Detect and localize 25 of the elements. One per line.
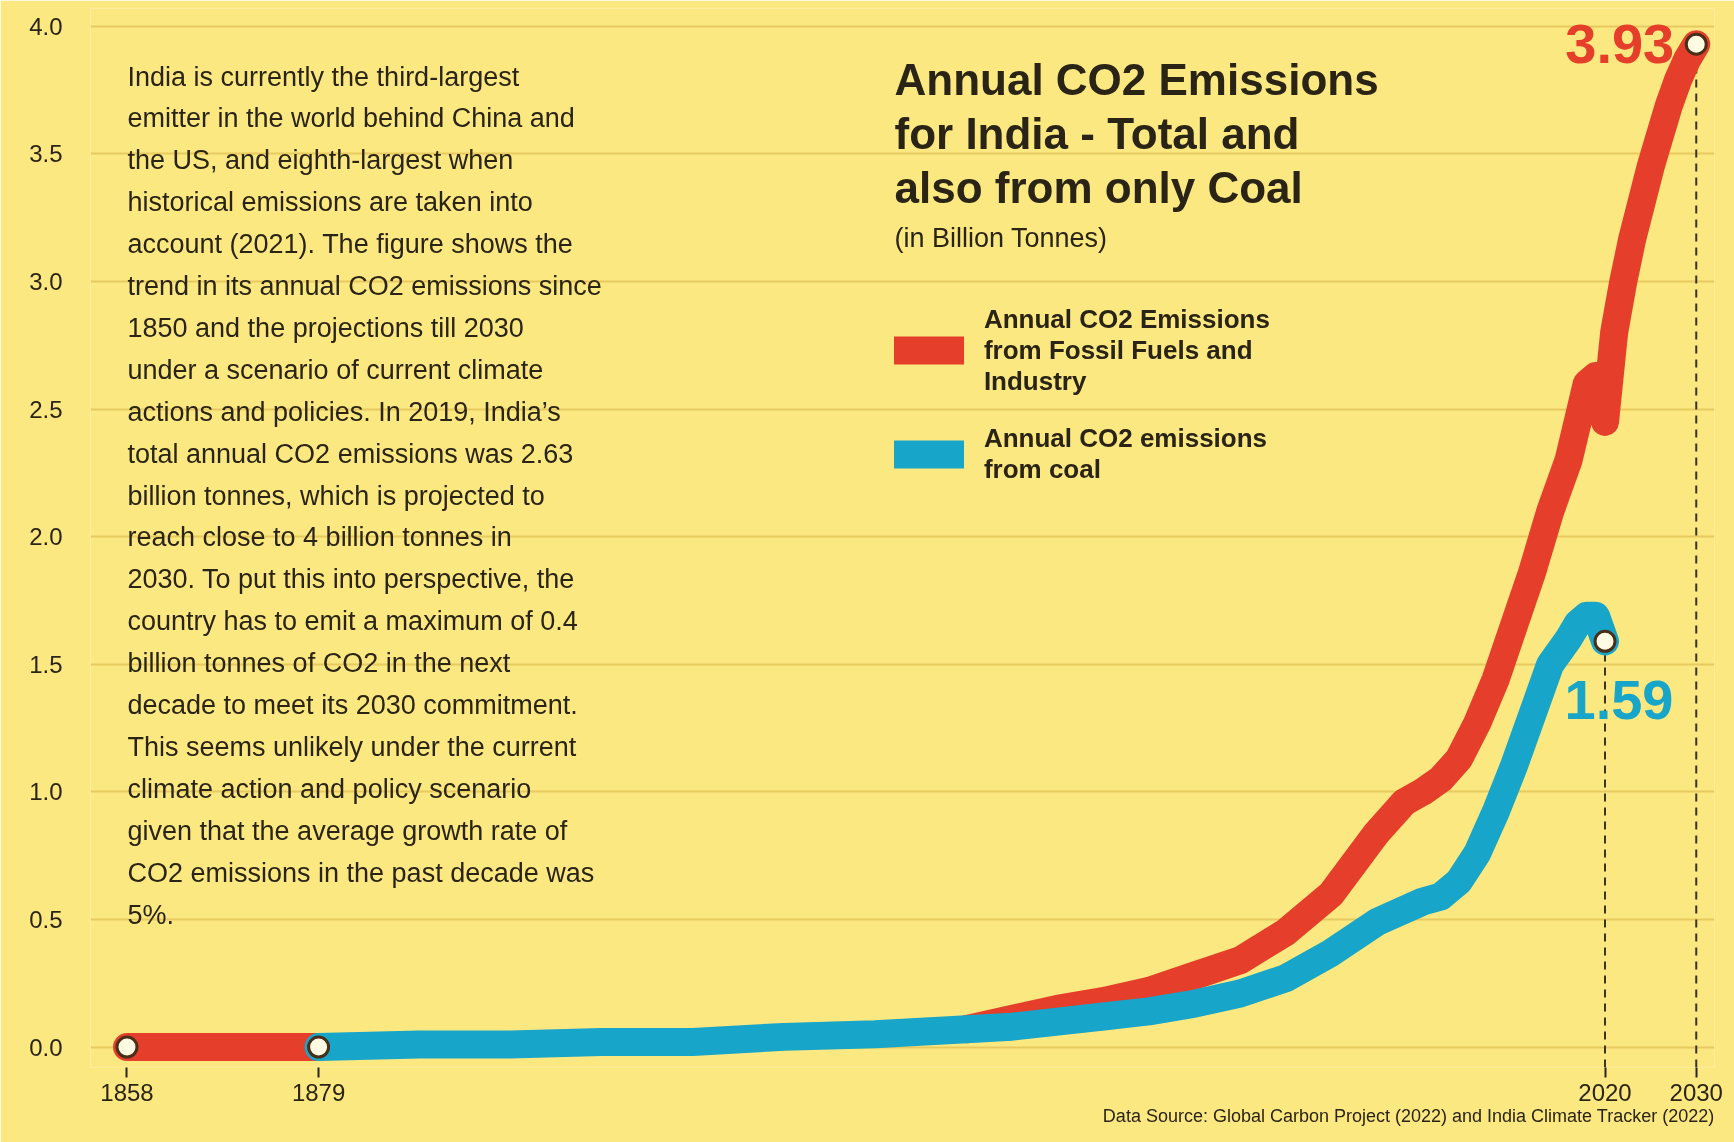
y-tick-label: 1.0 (29, 778, 63, 806)
legend-label: Annual CO2 Emissions from Fossil Fuels and Industry (983, 303, 1270, 397)
y-tick-label: 0.5 (29, 906, 63, 933)
legend-label: Annual CO2 emissions from coal (983, 422, 1268, 485)
y-tick-label: 1.5 (29, 650, 63, 678)
x-tick-label: 1858 (100, 1078, 154, 1106)
source-note: Data Source: Global Carbon Project (2022) and India Climate Tracker (2022) (1102, 1105, 1715, 1126)
data-label: 1.59 (1564, 668, 1674, 732)
y-tick-label: 0.0 (29, 1033, 63, 1061)
x-tick-label: 2020 (1578, 1078, 1632, 1106)
point (115, 1035, 139, 1059)
y-tick-label: 2.0 (29, 523, 63, 551)
y-tick-label: 2.5 (29, 395, 63, 423)
text: Annual CO2 Emissions for India - Total and also from only Coal (894, 55, 1379, 212)
point (307, 1035, 331, 1059)
y-tick-label: 4.0 (29, 12, 63, 40)
text: India is currently the third-largest emitter in the world behind China and the US, and eighth-largest when historical emissions are taken into account (2021). The figure shows the trend in its annual CO2 emissions since 1850 and the projections till 2030 under a scenario of current climate actions and policies. In 2019, India’s total annual CO2 emissions was 2.63 billion tonnes, which is projected to reach close to 4 billion tonnes in 2030. To put this into perspective, the country has to emit a maximum of 0.4 billion tonnes of CO2 in the next decade to meet its 2030 commitment. This seems unlikely under the current climate action and policy scenario given that the average growth rate of CO2 emissions in the past decade was 5%. (127, 61, 602, 930)
y-tick-label: 3.5 (29, 140, 63, 168)
data-label: 3.93 (1565, 12, 1675, 76)
x-tick-label: 2030 (1669, 1078, 1723, 1106)
text: (in Billion Tonnes) (894, 222, 1108, 253)
x-tick-label: 1879 (291, 1078, 346, 1106)
point (1593, 629, 1617, 653)
point (1684, 32, 1708, 56)
y-tick-label: 3.0 (29, 268, 63, 296)
